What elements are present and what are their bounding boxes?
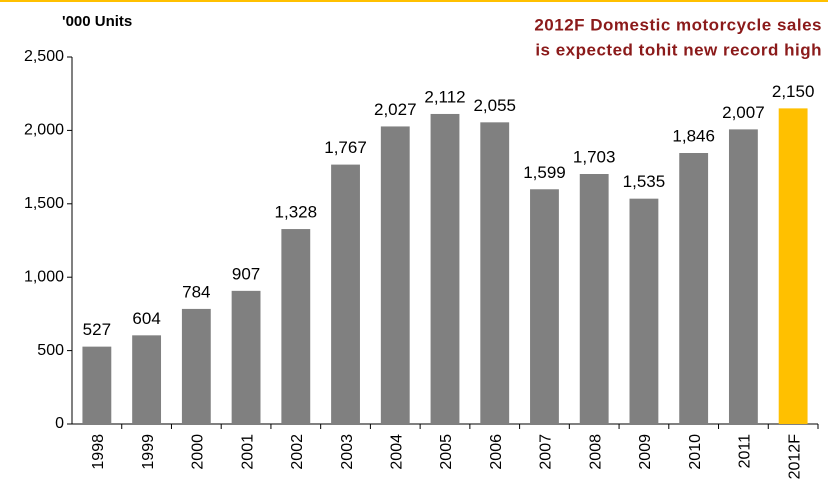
x-tick-label: 2011 [737,434,754,469]
y-tick-label: 0 [55,415,64,432]
bar [331,164,360,424]
bar [181,308,211,424]
x-tick-label: 2012F [786,434,803,480]
annotation: 2012F Domestic motorcycle sales [534,15,822,34]
x-tick-label: 1999 [140,434,157,470]
annotation: is expected tohit new record high [535,40,822,59]
value-label: 1,767 [324,138,367,157]
bar [679,153,709,424]
value-label: 1,328 [275,203,318,222]
bar [728,129,758,424]
x-tick-label: 2010 [687,434,704,470]
x-tick-label: 2002 [289,434,306,470]
value-label: 784 [182,282,210,301]
x-tick-label: 2007 [538,434,555,470]
axis-label: '000 Units [62,13,132,30]
x-tick-label: 2008 [587,434,604,470]
value-label: 2,007 [722,103,765,122]
bar [430,113,460,424]
bar [231,290,261,424]
value-label: 2,112 [424,87,465,106]
x-tick-label: 2001 [239,434,256,470]
value-label: 907 [232,264,260,283]
value-label: 604 [132,309,160,328]
x-tick-label: 2009 [637,434,654,470]
value-label: 1,703 [573,147,616,166]
x-tick-label: 2000 [190,434,207,470]
x-tick-label: 2005 [438,434,455,470]
x-tick-label: 1998 [90,434,107,470]
x-tick-label: 2003 [339,434,356,470]
value-label: 2,055 [473,96,516,115]
x-tick-label: 2004 [388,434,405,470]
value-label: 527 [83,320,111,339]
bar [530,189,559,424]
bar [629,198,659,424]
y-tick-label: 1,000 [24,268,64,285]
bar [82,346,112,424]
bar [778,108,808,424]
bar [380,126,410,424]
value-label: 1,535 [623,172,666,191]
y-tick-label: 1,500 [24,195,64,212]
bar [480,122,510,425]
y-tick-label: 2,000 [24,122,64,139]
y-tick-label: 500 [37,342,64,359]
value-label: 2,027 [374,100,417,119]
bar [281,229,311,424]
value-label: 1,599 [523,163,566,182]
bar [132,335,162,424]
value-label: 2,150 [772,82,815,101]
x-tick-label: 2006 [488,434,505,470]
value-label: 1,846 [672,126,715,145]
bar [579,173,609,424]
y-tick-label: 2,500 [24,48,64,65]
